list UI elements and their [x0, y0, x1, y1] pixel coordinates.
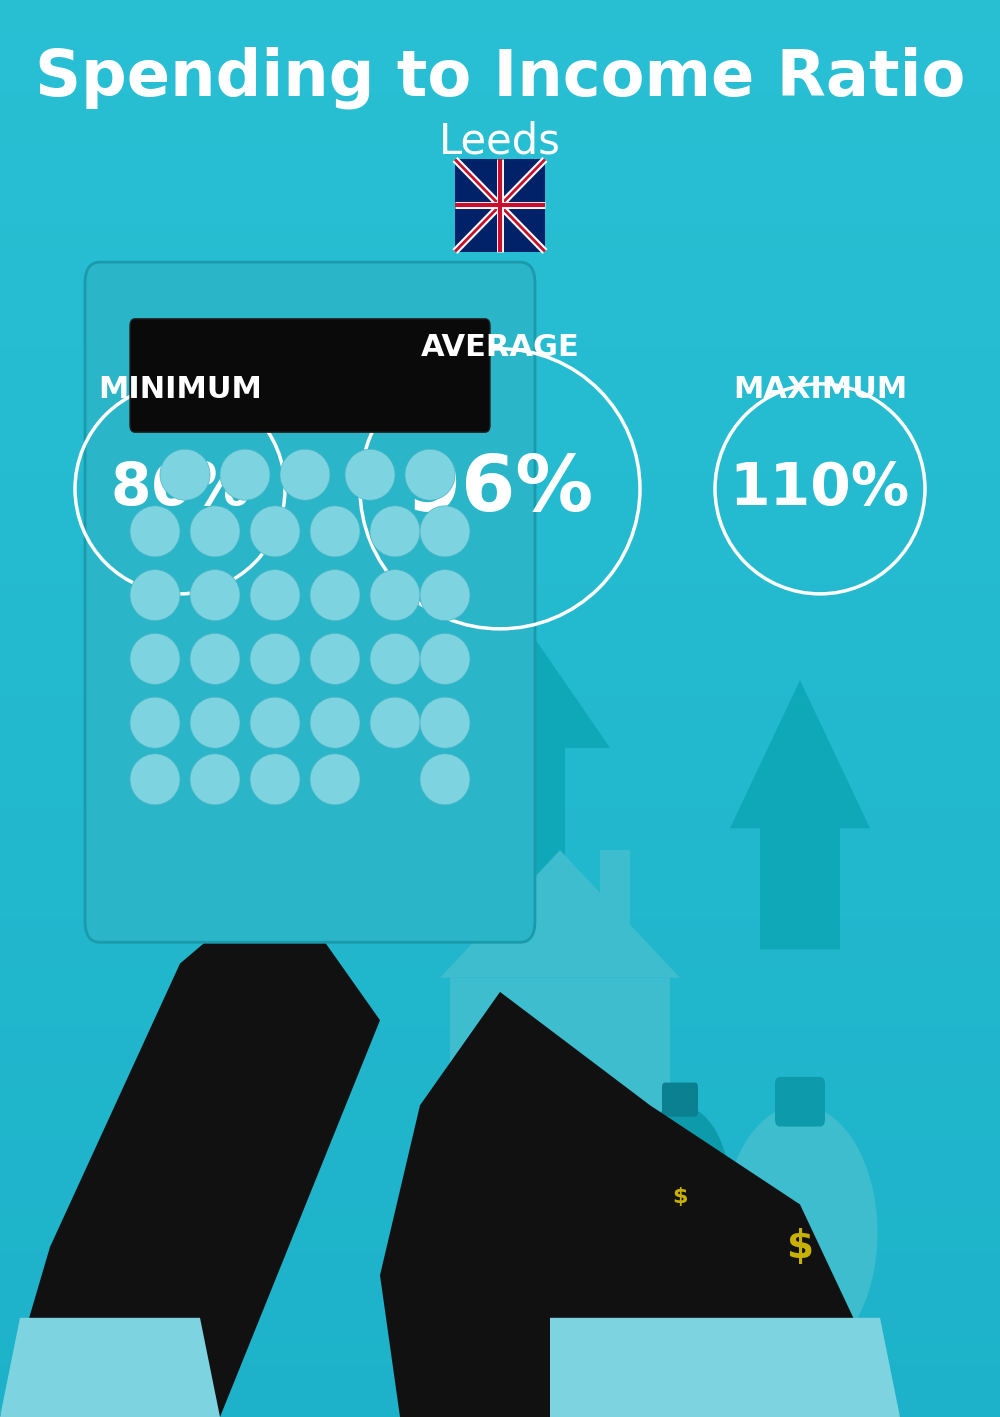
Ellipse shape [420, 754, 470, 805]
Ellipse shape [160, 449, 210, 500]
Ellipse shape [420, 633, 470, 684]
Text: MINIMUM: MINIMUM [98, 376, 262, 404]
Polygon shape [730, 680, 870, 949]
Ellipse shape [370, 633, 420, 684]
Ellipse shape [220, 449, 270, 500]
Polygon shape [380, 992, 900, 1417]
Polygon shape [550, 1318, 900, 1417]
FancyBboxPatch shape [455, 160, 545, 251]
Ellipse shape [310, 633, 360, 684]
Text: $: $ [786, 1229, 814, 1265]
Ellipse shape [722, 1105, 878, 1360]
Ellipse shape [250, 633, 300, 684]
FancyBboxPatch shape [450, 978, 670, 1233]
Ellipse shape [370, 570, 420, 621]
FancyBboxPatch shape [618, 1224, 752, 1251]
Ellipse shape [190, 570, 240, 621]
Ellipse shape [190, 506, 240, 557]
FancyBboxPatch shape [540, 1119, 580, 1233]
Ellipse shape [130, 754, 180, 805]
FancyBboxPatch shape [618, 1280, 752, 1306]
Polygon shape [0, 879, 380, 1417]
Ellipse shape [420, 506, 470, 557]
Ellipse shape [630, 1105, 730, 1275]
Ellipse shape [250, 570, 300, 621]
Text: 110%: 110% [730, 461, 910, 517]
FancyBboxPatch shape [130, 319, 490, 432]
Ellipse shape [280, 449, 330, 500]
Ellipse shape [310, 506, 360, 557]
Ellipse shape [310, 697, 360, 748]
Ellipse shape [310, 570, 360, 621]
Ellipse shape [370, 697, 420, 748]
Text: $: $ [672, 1187, 688, 1207]
Polygon shape [390, 588, 610, 879]
Ellipse shape [310, 754, 360, 805]
Ellipse shape [130, 697, 180, 748]
FancyBboxPatch shape [618, 1261, 752, 1288]
Polygon shape [0, 1318, 220, 1417]
Ellipse shape [420, 697, 470, 748]
Ellipse shape [130, 506, 180, 557]
FancyBboxPatch shape [618, 1243, 752, 1270]
Ellipse shape [370, 506, 420, 557]
Text: Leeds: Leeds [439, 120, 561, 163]
Ellipse shape [405, 449, 455, 500]
FancyBboxPatch shape [618, 1206, 752, 1233]
Text: MAXIMUM: MAXIMUM [733, 376, 907, 404]
FancyBboxPatch shape [85, 262, 535, 942]
Ellipse shape [130, 633, 180, 684]
FancyBboxPatch shape [600, 850, 630, 935]
Polygon shape [440, 850, 680, 978]
FancyBboxPatch shape [775, 1077, 825, 1127]
Text: 96%: 96% [407, 451, 593, 527]
Ellipse shape [190, 633, 240, 684]
Text: AVERAGE: AVERAGE [421, 333, 579, 361]
Text: Spending to Income Ratio: Spending to Income Ratio [35, 47, 965, 109]
Ellipse shape [190, 697, 240, 748]
FancyBboxPatch shape [662, 1083, 698, 1117]
Ellipse shape [345, 449, 395, 500]
Text: 86%: 86% [110, 461, 250, 517]
Ellipse shape [420, 570, 470, 621]
Ellipse shape [130, 570, 180, 621]
Ellipse shape [250, 697, 300, 748]
Ellipse shape [250, 754, 300, 805]
Ellipse shape [250, 506, 300, 557]
Ellipse shape [190, 754, 240, 805]
